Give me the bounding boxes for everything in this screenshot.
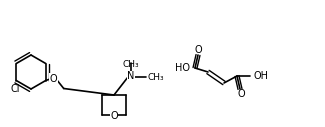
- Text: OH: OH: [253, 71, 268, 81]
- Text: CH₃: CH₃: [123, 60, 139, 69]
- Text: CH₃: CH₃: [148, 73, 165, 82]
- Text: O: O: [110, 111, 118, 121]
- Text: N: N: [127, 71, 135, 81]
- Text: Cl: Cl: [10, 83, 20, 93]
- Text: O: O: [50, 74, 58, 83]
- Text: O: O: [194, 45, 202, 55]
- Text: O: O: [237, 89, 245, 99]
- Text: HO: HO: [175, 63, 190, 73]
